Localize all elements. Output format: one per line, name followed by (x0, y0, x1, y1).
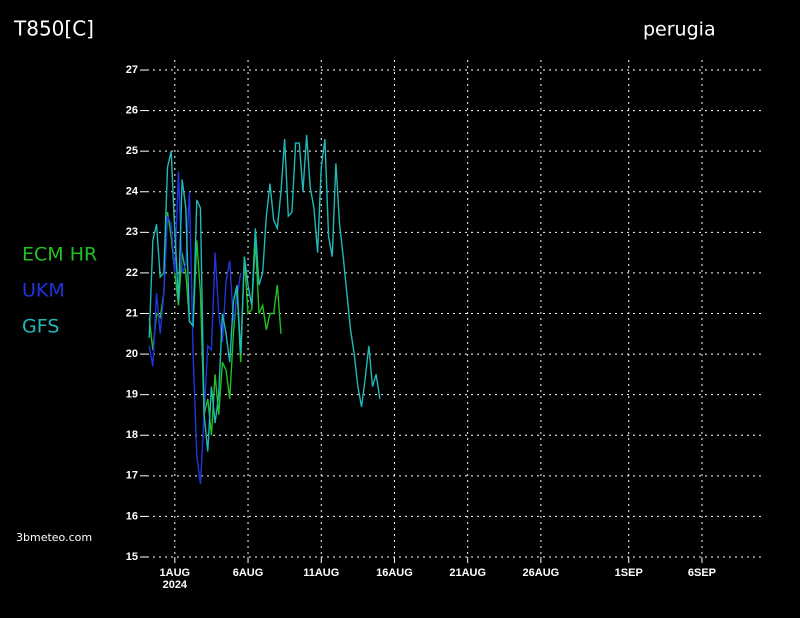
year-label: 2024 (163, 579, 188, 591)
y-tick-label: 21 (126, 307, 138, 319)
legend-entry: UKM (22, 280, 65, 302)
y-tick-label: 24 (126, 186, 139, 198)
series-line (148, 211, 282, 436)
x-tick-label: 1AUG (160, 567, 191, 579)
x-tick-label: 6SEP (688, 567, 716, 579)
y-tick-label: 16 (126, 510, 138, 522)
series-line (148, 134, 381, 452)
credit: 3bmeteo.com (16, 531, 92, 544)
location: perugia (643, 19, 716, 41)
y-tick-label: 18 (126, 429, 138, 441)
y-tick-label: 23 (126, 226, 138, 238)
y-tick-label: 20 (126, 348, 138, 360)
y-tick-label: 25 (126, 145, 138, 157)
x-tick-label: 26AUG (523, 567, 560, 579)
chart-title: T850[C] (13, 17, 94, 41)
x-tick-label: 16AUG (376, 567, 413, 579)
legend-entry: GFS (22, 316, 59, 338)
x-tick-label: 1SEP (615, 567, 643, 579)
x-tick-label: 21AUG (449, 567, 486, 579)
y-tick-label: 15 (126, 551, 138, 563)
x-tick-label: 11AUG (303, 567, 339, 579)
legend-entry: ECM HR (22, 244, 97, 266)
y-tick-label: 27 (126, 64, 138, 76)
y-tick-label: 17 (126, 470, 138, 482)
y-tick-label: 22 (126, 267, 138, 279)
series-line (148, 171, 242, 485)
y-tick-label: 26 (126, 104, 138, 116)
y-tick-label: 19 (126, 389, 138, 401)
x-tick-label: 6AUG (233, 567, 264, 579)
